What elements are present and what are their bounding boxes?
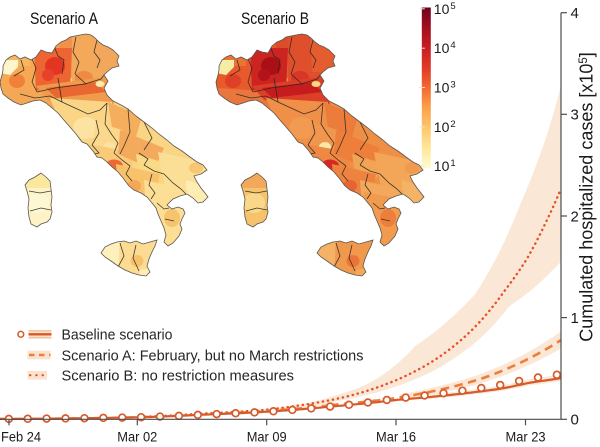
- svg-text:2: 2: [571, 208, 579, 225]
- svg-text:Cumulated hospitalized cases [: Cumulated hospitalized cases [x105]: [577, 52, 597, 342]
- svg-text:Baseline scenario: Baseline scenario: [62, 328, 173, 344]
- svg-text:0: 0: [571, 412, 579, 429]
- svg-text:Feb 24: Feb 24: [1, 430, 41, 446]
- svg-text:Mar 09: Mar 09: [247, 430, 287, 446]
- svg-text:4: 4: [571, 5, 579, 22]
- svg-text:1: 1: [571, 310, 579, 327]
- svg-text:Scenario B: no restriction mea: Scenario B: no restriction measures: [62, 369, 295, 385]
- svg-text:Mar 02: Mar 02: [117, 430, 157, 446]
- svg-text:Mar 23: Mar 23: [506, 430, 546, 446]
- svg-text:Scenario A: Scenario A: [30, 10, 98, 28]
- svg-text:Scenario A: February, but no M: Scenario A: February, but no March restr…: [62, 348, 364, 364]
- svg-text:Scenario B: Scenario B: [241, 10, 309, 28]
- svg-text:3: 3: [571, 107, 579, 124]
- svg-text:Mar 16: Mar 16: [376, 430, 416, 446]
